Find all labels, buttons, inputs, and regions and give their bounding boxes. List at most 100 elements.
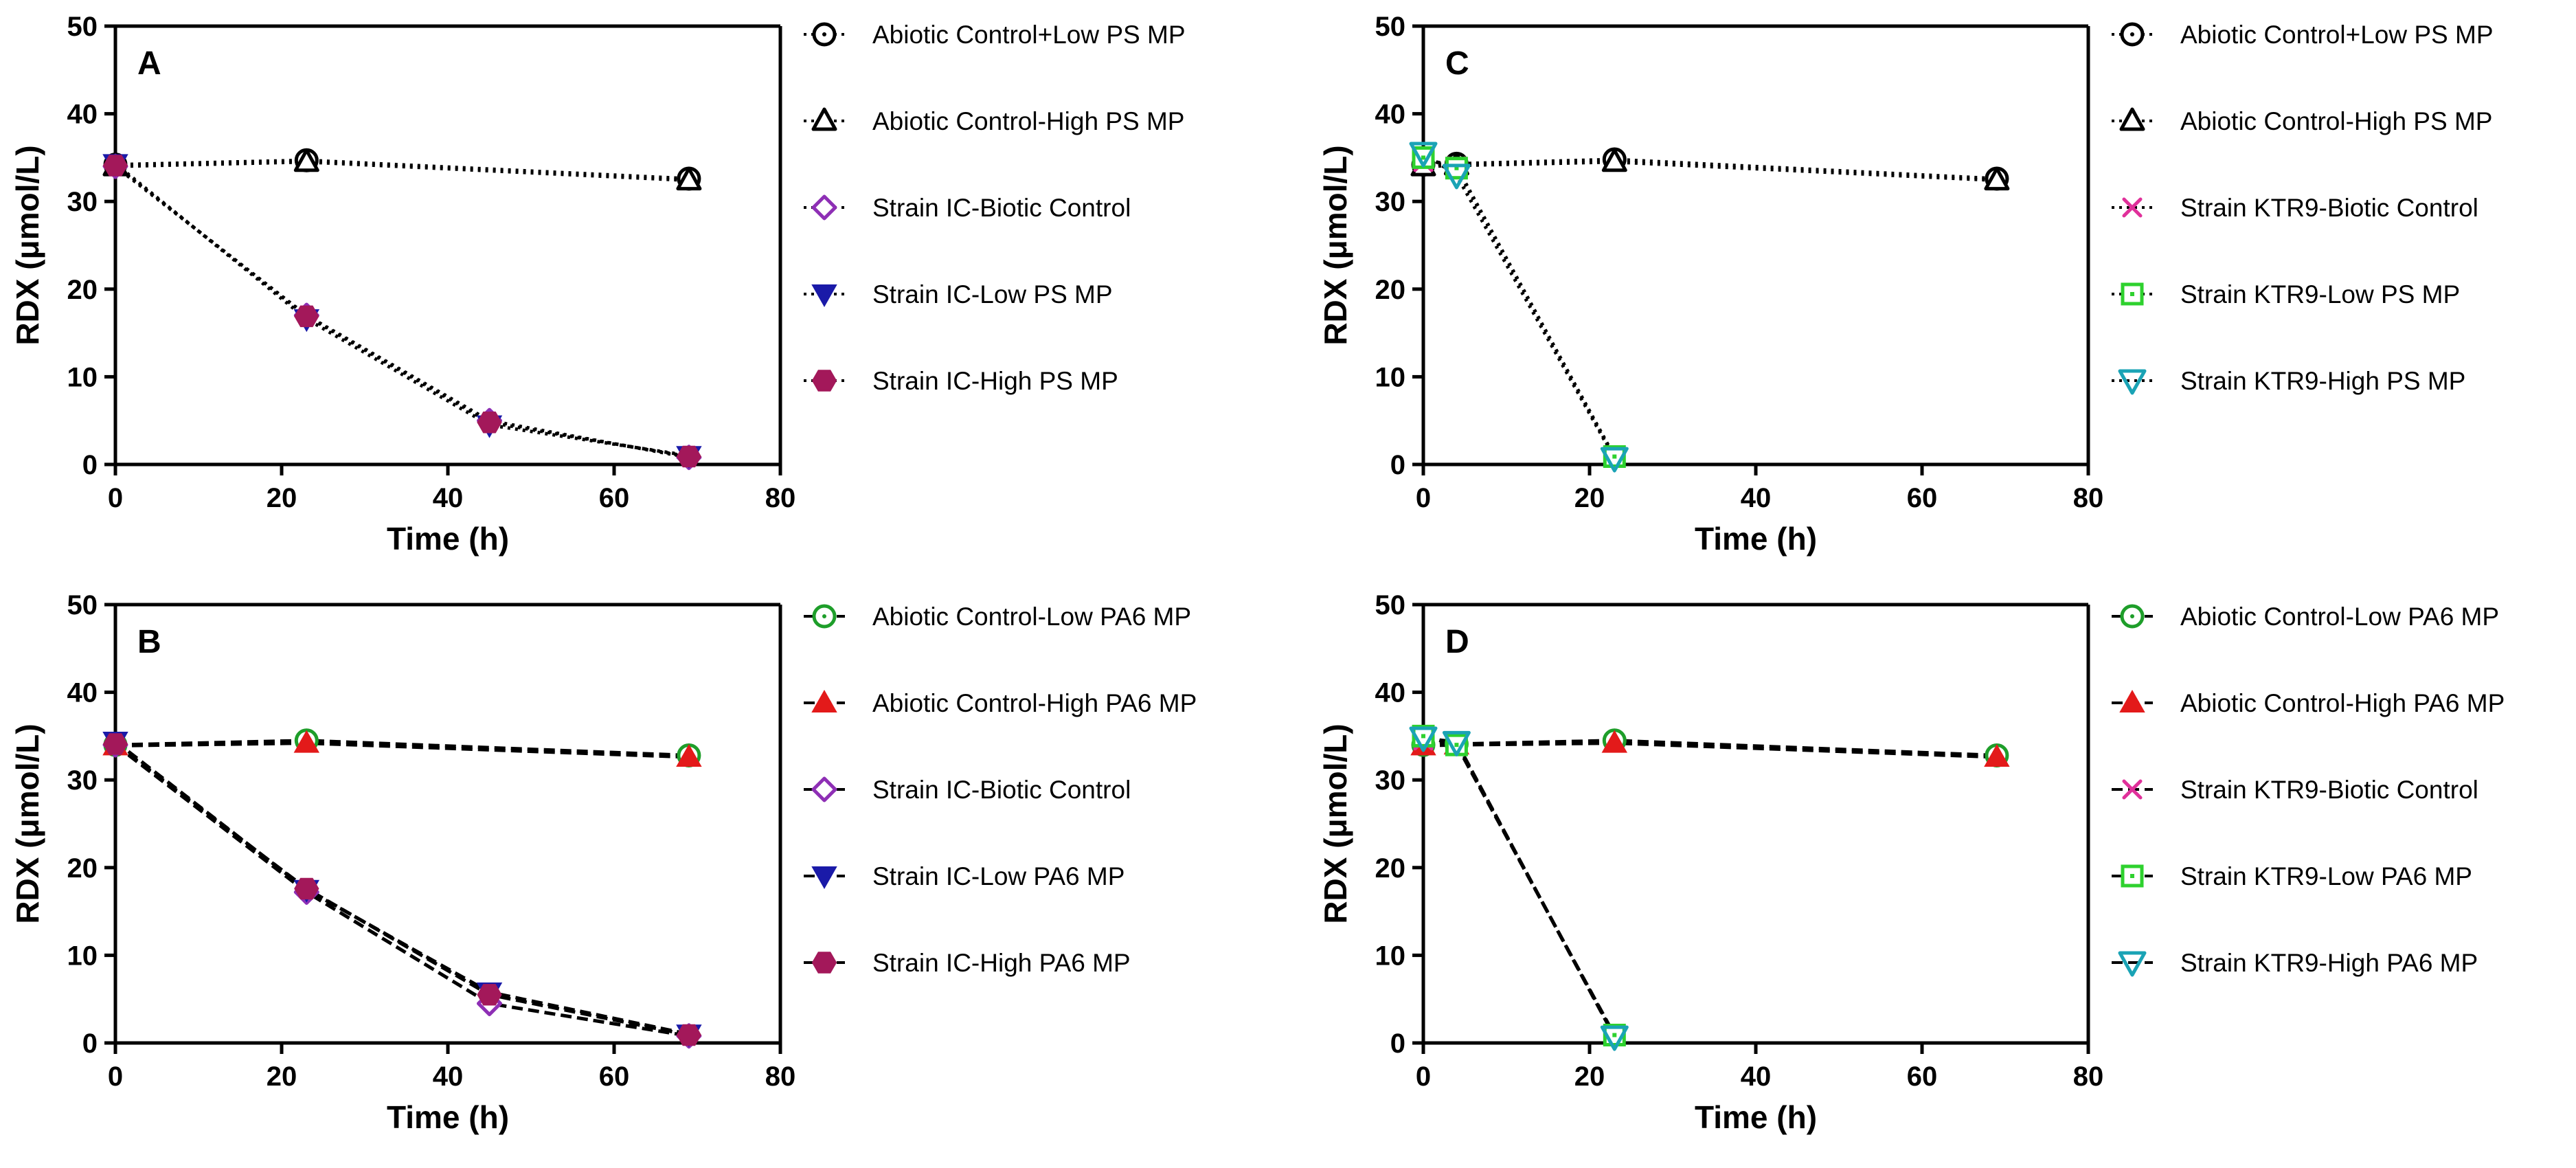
- y-tick-label: 0: [82, 450, 98, 480]
- legend-item: Abiotic Control-High PS MP: [2112, 107, 2492, 135]
- y-tick-label: 50: [1375, 12, 1406, 42]
- series-line-strain-ic-biotic-control: [114, 743, 690, 1038]
- x-axis-title: Time (h): [1695, 521, 1817, 557]
- y-tick-label: 10: [1375, 941, 1406, 971]
- legend-marker: [2119, 689, 2145, 712]
- series-line-strain-ktr9-high-ps-mp: [1422, 151, 1616, 460]
- data-point-abiotic-control-high-ps-mp: [1984, 167, 2010, 191]
- legend-marker-dot: [822, 614, 826, 618]
- legend-item: Strain KTR9-High PA6 MP: [2112, 949, 2478, 977]
- series-line-strain-ic-high-ps-mp: [114, 164, 690, 458]
- data-point-strain-ic-high-ps-mp: [294, 305, 319, 328]
- legend-marker: [811, 689, 837, 712]
- x-tick-label: 40: [433, 1062, 464, 1092]
- legend-marker: [2118, 369, 2147, 395]
- y-tick-label: 50: [1375, 590, 1406, 620]
- series-line-abiotic-control-high-ps-mp: [1423, 160, 1998, 183]
- x-axis-title: Time (h): [1695, 1099, 1817, 1135]
- series-line-strain-ktr9-high-pa6-mp: [1423, 736, 1616, 1038]
- series-line-strain-ktr9-biotic-control: [1423, 739, 1616, 1037]
- y-tick-label: 50: [67, 590, 98, 620]
- x-tick-label: 40: [1741, 483, 1772, 513]
- legend-item: Strain IC-Biotic Control: [804, 776, 1131, 804]
- series-line-abiotic-control-high-ps-mp: [115, 160, 690, 183]
- x-tick-label: 20: [1574, 483, 1605, 513]
- legend-label: Abiotic Control-Low PA6 MP: [2180, 603, 2499, 631]
- legend-label: Abiotic Control+Low PS MP: [2180, 21, 2494, 49]
- legend-marker: [811, 370, 837, 392]
- legend-item: Strain IC-High PA6 MP: [804, 949, 1131, 977]
- legend-label: Strain IC-High PS MP: [872, 367, 1118, 395]
- y-tick-label: 10: [1375, 362, 1406, 392]
- legend-item: Strain IC-Low PA6 MP: [804, 862, 1125, 890]
- panel-letter: C: [1445, 45, 1469, 82]
- legend-label: Strain IC-Biotic Control: [872, 194, 1131, 222]
- y-tick-label: 10: [67, 941, 98, 971]
- legend-marker: [811, 107, 837, 131]
- x-tick-label: 80: [2073, 1062, 2104, 1092]
- series-line-strain-ktr9-biotic-control: [1423, 160, 1616, 458]
- legend-item: Abiotic Control+Low PS MP: [2112, 21, 2494, 49]
- x-tick-label: 40: [433, 483, 464, 513]
- series-line-strain-ic-high-pa6-mp: [114, 742, 690, 1037]
- panel-a: 0 10 20 30 40 50 0 20 40 60 80 Time (h) RDX (μmol/L)…: [10, 12, 1186, 557]
- legend-marker: [811, 776, 837, 802]
- legend-item: Strain KTR9-Biotic Control: [2112, 776, 2478, 804]
- legend-label: Strain IC-Low PS MP: [872, 280, 1113, 308]
- legend-item: Abiotic Control-Low PA6 MP: [2112, 603, 2499, 631]
- x-axis-title: Time (h): [387, 1099, 509, 1135]
- y-tick-label: 30: [1375, 765, 1406, 796]
- x-tick-label: 0: [108, 483, 123, 513]
- legend-item: Abiotic Control+Low PS MP: [804, 21, 1186, 49]
- series-line-strain-ic-biotic-control: [114, 165, 690, 460]
- legend-item: Strain IC-High PS MP: [804, 367, 1118, 395]
- x-axis-title: Time (h): [387, 521, 509, 557]
- y-axis-title: RDX (μmol/L): [10, 145, 45, 345]
- data-point-strain-ktr9-high-ps-mp: [1409, 142, 1438, 168]
- legend-marker: [2118, 951, 2147, 977]
- panel-letter: B: [137, 624, 161, 660]
- legend-marker-dot: [2130, 292, 2134, 296]
- y-tick-label: 0: [1390, 450, 1405, 480]
- data-point-strain-ktr9-low-pa6-mp-dot: [1612, 1033, 1617, 1037]
- x-tick-label: 80: [765, 1062, 796, 1092]
- legend-label: Strain IC-High PA6 MP: [872, 949, 1131, 977]
- x-tick-label: 20: [1574, 1062, 1605, 1092]
- legend-label: Strain KTR9-Low PA6 MP: [2180, 862, 2472, 890]
- x-tick-label: 20: [267, 1062, 297, 1092]
- legend-label: Strain KTR9-Low PS MP: [2180, 280, 2460, 308]
- legend-item: Abiotic Control-High PA6 MP: [2112, 689, 2505, 717]
- legend-label: Abiotic Control-High PA6 MP: [2180, 689, 2505, 717]
- x-tick-label: 80: [2073, 483, 2104, 513]
- legend-item: Abiotic Control-Low PA6 MP: [804, 603, 1191, 631]
- legend-label: Strain KTR9-High PS MP: [2180, 367, 2465, 395]
- legend-item: Strain IC-Biotic Control: [804, 194, 1131, 222]
- y-tick-label: 20: [1375, 853, 1406, 884]
- y-tick-label: 20: [67, 853, 98, 884]
- series-line-abiotic-control-high-pa6-mp: [1423, 741, 1997, 759]
- y-axis-title: RDX (μmol/L): [1318, 723, 1353, 923]
- y-tick-label: 40: [67, 100, 98, 130]
- panel-letter: D: [1445, 624, 1469, 660]
- y-tick-label: 30: [67, 187, 98, 217]
- data-point-strain-ktr9-low-ps-mp-dot: [1612, 454, 1617, 459]
- legend-item: Abiotic Control-High PA6 MP: [804, 689, 1197, 717]
- y-tick-label: 50: [67, 12, 98, 42]
- data-point-strain-ktr9-high-pa6-mp: [1600, 1025, 1629, 1051]
- legend-marker-dot: [2130, 874, 2134, 878]
- legend-label: Strain KTR9-Biotic Control: [2180, 776, 2478, 804]
- series-line-strain-ic-low-pa6-mp: [114, 740, 690, 1036]
- legend-marker-dot: [822, 32, 826, 36]
- legend-marker-dot: [2130, 32, 2134, 36]
- data-point-strain-ic-high-pa6-mp: [102, 733, 128, 755]
- data-point-abiotic-control-high-ps-mp: [676, 167, 702, 191]
- legend-label: Abiotic Control+Low PS MP: [872, 21, 1186, 49]
- x-tick-label: 60: [599, 483, 630, 513]
- legend-item: Strain IC-Low PS MP: [804, 280, 1113, 308]
- legend-marker: [811, 952, 837, 974]
- data-point-abiotic-control-high-ps-mp: [1601, 148, 1627, 172]
- y-tick-label: 30: [1375, 187, 1406, 217]
- y-tick-label: 0: [1390, 1029, 1405, 1059]
- panel-letter: A: [137, 45, 161, 82]
